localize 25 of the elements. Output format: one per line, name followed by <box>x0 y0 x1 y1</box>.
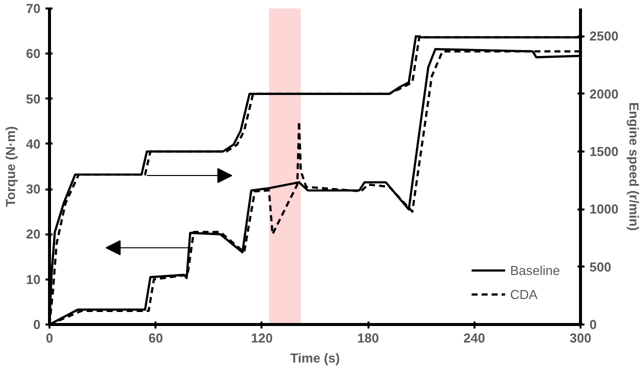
y2-tick-label: 0 <box>590 317 597 332</box>
y2-tick-label: 2000 <box>590 86 618 102</box>
y-tick-label: 30 <box>26 182 41 197</box>
x-tick-label: 180 <box>357 330 379 346</box>
legend-label: CDA <box>510 286 538 302</box>
y-tick-label: 10 <box>26 272 41 287</box>
y-tick-label: 0 <box>33 317 41 332</box>
y-tick-label: 20 <box>26 226 41 242</box>
y-tick-label: 70 <box>26 1 41 16</box>
y2-tick-label: 2500 <box>590 28 618 44</box>
x-tick-label: 0 <box>46 330 54 346</box>
x-tick-label: 300 <box>570 330 592 346</box>
legend-label: Baseline <box>510 262 560 278</box>
y2-tick-label: 500 <box>590 259 612 274</box>
y2-tick-label: 1500 <box>590 144 618 160</box>
y-tick-label: 60 <box>26 46 41 62</box>
y-axis-title: Torque (N·m) <box>3 126 18 207</box>
x-tick-label: 60 <box>148 330 163 346</box>
x-axis-title: Time (s) <box>290 350 340 366</box>
y2-axis-title: Engine speed (r/min) <box>626 102 642 231</box>
y-tick-label: 50 <box>26 91 41 106</box>
y2-tick-label: 1000 <box>590 202 618 217</box>
x-tick-label: 120 <box>251 330 273 346</box>
y-tick-label: 40 <box>26 136 41 152</box>
x-tick-label: 240 <box>463 330 486 346</box>
